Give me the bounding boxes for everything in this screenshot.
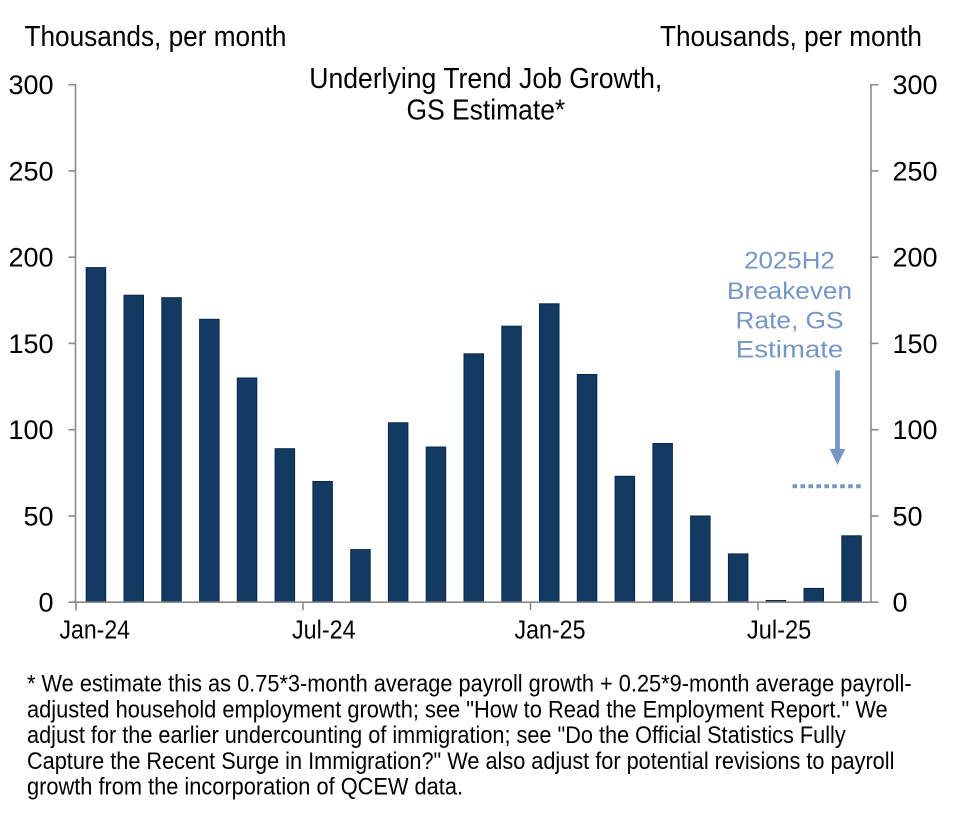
svg-text:300: 300 <box>8 70 53 100</box>
svg-text:100: 100 <box>8 415 53 445</box>
svg-text:150: 150 <box>893 329 938 359</box>
svg-text:Capture the Recent Surge in Im: Capture the Recent Surge in Immigration?… <box>27 748 894 775</box>
svg-text:Underlying Trend Job Growth,: Underlying Trend Job Growth, <box>309 63 662 95</box>
svg-text:250: 250 <box>893 156 938 186</box>
svg-text:200: 200 <box>8 243 53 273</box>
svg-text:Jul-25: Jul-25 <box>747 617 811 645</box>
svg-text:0: 0 <box>38 588 53 618</box>
svg-text:Estimate: Estimate <box>736 337 844 364</box>
svg-text:100: 100 <box>893 415 938 445</box>
svg-text:* We estimate this as 0.75*3-m: * We estimate this as 0.75*3-month avera… <box>27 671 912 698</box>
svg-text:Jan-24: Jan-24 <box>60 617 131 645</box>
svg-text:50: 50 <box>893 502 923 532</box>
svg-text:250: 250 <box>8 156 53 186</box>
svg-text:0: 0 <box>893 588 908 618</box>
svg-text:300: 300 <box>893 70 938 100</box>
svg-text:150: 150 <box>8 329 53 359</box>
svg-text:Jan-25: Jan-25 <box>515 617 586 645</box>
svg-text:Thousands, per month: Thousands, per month <box>660 21 922 53</box>
svg-text:growth from the incorporation: growth from the incorporation of QCEW da… <box>27 774 463 801</box>
svg-text:Rate, GS: Rate, GS <box>736 308 844 335</box>
svg-text:2025H2: 2025H2 <box>744 248 835 275</box>
svg-text:Thousands, per month: Thousands, per month <box>25 21 287 53</box>
svg-text:50: 50 <box>23 502 53 532</box>
svg-text:adjusted household employment: adjusted household employment growth; se… <box>27 696 888 723</box>
svg-text:Jul-24: Jul-24 <box>292 617 356 645</box>
svg-text:Breakeven: Breakeven <box>727 278 852 305</box>
svg-text:GS Estimate*: GS Estimate* <box>407 94 566 126</box>
svg-text:adjust for the earlier underco: adjust for the earlier undercounting of … <box>27 722 846 749</box>
svg-text:200: 200 <box>893 243 938 273</box>
